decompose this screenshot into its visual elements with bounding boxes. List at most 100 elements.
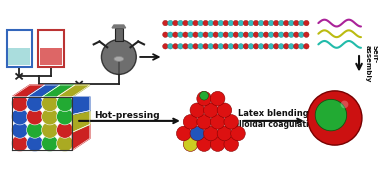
Circle shape	[193, 32, 198, 37]
Circle shape	[273, 44, 279, 49]
Circle shape	[57, 122, 73, 138]
Circle shape	[168, 20, 173, 26]
Circle shape	[57, 95, 73, 112]
Circle shape	[279, 20, 284, 26]
Circle shape	[101, 39, 136, 74]
Circle shape	[233, 20, 239, 26]
Circle shape	[228, 44, 234, 49]
Circle shape	[273, 32, 279, 37]
Circle shape	[231, 126, 245, 141]
Circle shape	[42, 95, 58, 112]
Circle shape	[57, 135, 73, 152]
Circle shape	[288, 32, 294, 37]
Circle shape	[243, 20, 249, 26]
Circle shape	[178, 44, 183, 49]
Text: Hot-pressing: Hot-pressing	[94, 111, 160, 120]
Ellipse shape	[114, 57, 124, 61]
Bar	[115, 28, 123, 41]
Circle shape	[173, 32, 178, 37]
Circle shape	[163, 20, 168, 26]
Circle shape	[188, 20, 193, 26]
Circle shape	[288, 20, 294, 26]
Circle shape	[211, 91, 225, 106]
Circle shape	[258, 44, 264, 49]
Circle shape	[238, 32, 243, 37]
Circle shape	[304, 32, 309, 37]
Circle shape	[224, 137, 239, 151]
Circle shape	[190, 103, 204, 117]
Circle shape	[288, 44, 294, 49]
Circle shape	[12, 108, 28, 125]
Circle shape	[190, 126, 204, 141]
Circle shape	[304, 44, 309, 49]
Circle shape	[213, 44, 218, 49]
Circle shape	[197, 137, 211, 151]
Circle shape	[253, 32, 259, 37]
Circle shape	[178, 20, 183, 26]
Circle shape	[26, 95, 43, 112]
Circle shape	[208, 32, 213, 37]
Circle shape	[213, 20, 218, 26]
Polygon shape	[72, 97, 90, 114]
Circle shape	[268, 20, 274, 26]
Circle shape	[263, 32, 269, 37]
Circle shape	[279, 32, 284, 37]
Circle shape	[218, 44, 223, 49]
Circle shape	[224, 115, 239, 129]
Circle shape	[228, 32, 234, 37]
Circle shape	[198, 32, 203, 37]
Circle shape	[204, 126, 218, 141]
Circle shape	[243, 32, 249, 37]
Circle shape	[228, 20, 234, 26]
Circle shape	[183, 32, 188, 37]
Circle shape	[57, 108, 73, 125]
Circle shape	[294, 32, 299, 37]
Circle shape	[243, 44, 249, 49]
Circle shape	[223, 44, 228, 49]
Circle shape	[263, 44, 269, 49]
Bar	[40, 48, 62, 65]
Bar	[39, 30, 64, 67]
Circle shape	[299, 20, 304, 26]
Polygon shape	[72, 124, 90, 150]
Circle shape	[183, 115, 198, 129]
Text: Latex blending: Latex blending	[239, 109, 309, 118]
Text: Colloidal coagulation: Colloidal coagulation	[228, 120, 319, 129]
Circle shape	[203, 20, 208, 26]
Circle shape	[177, 126, 191, 141]
Circle shape	[248, 32, 254, 37]
Circle shape	[211, 137, 225, 151]
Circle shape	[284, 20, 289, 26]
Circle shape	[173, 44, 178, 49]
Circle shape	[203, 32, 208, 37]
Circle shape	[163, 32, 168, 37]
Circle shape	[204, 103, 218, 117]
Circle shape	[208, 44, 213, 49]
Circle shape	[213, 32, 218, 37]
Circle shape	[299, 44, 304, 49]
Circle shape	[208, 20, 213, 26]
Circle shape	[248, 20, 254, 26]
Circle shape	[188, 44, 193, 49]
Circle shape	[26, 135, 43, 152]
Circle shape	[284, 44, 289, 49]
Polygon shape	[57, 85, 90, 97]
Circle shape	[183, 44, 188, 49]
Polygon shape	[72, 110, 90, 132]
Circle shape	[248, 44, 254, 49]
Circle shape	[268, 32, 274, 37]
Circle shape	[258, 20, 264, 26]
Circle shape	[188, 32, 193, 37]
Circle shape	[223, 20, 228, 26]
Circle shape	[304, 20, 309, 26]
Polygon shape	[27, 85, 60, 97]
Circle shape	[183, 20, 188, 26]
Circle shape	[238, 20, 243, 26]
Circle shape	[42, 122, 58, 138]
Circle shape	[26, 108, 43, 125]
Circle shape	[308, 91, 362, 145]
Circle shape	[173, 20, 178, 26]
Circle shape	[193, 44, 198, 49]
Circle shape	[197, 115, 211, 129]
Bar	[6, 30, 32, 67]
